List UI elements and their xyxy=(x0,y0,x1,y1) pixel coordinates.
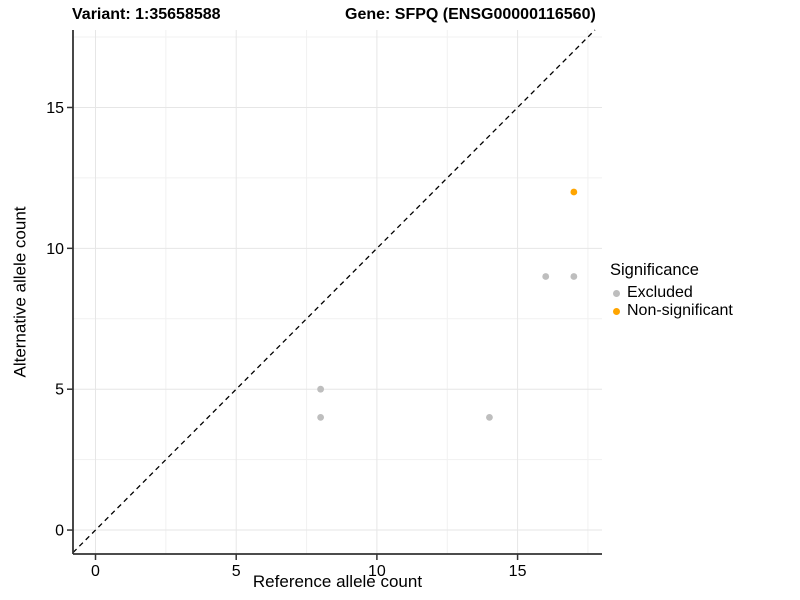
legend-item-excluded: Excluded xyxy=(610,284,733,302)
x-tick-label: 15 xyxy=(509,563,527,580)
x-tick-label: 5 xyxy=(232,563,241,580)
y-tick-label: 0 xyxy=(55,523,64,540)
data-point-excluded xyxy=(486,413,493,421)
y-axis-title: Alternative allele count xyxy=(11,206,31,378)
x-tick-label: 0 xyxy=(91,563,100,580)
plot-title-gene: Gene: SFPQ (ENSG00000116560) xyxy=(345,6,596,23)
x-axis-title: Reference allele count xyxy=(252,572,423,591)
legend-label-non-significant: Non-significant xyxy=(627,302,733,319)
data-point-non-significant xyxy=(570,188,578,196)
plot-title-variant: Variant: 1:35658588 xyxy=(72,6,221,23)
data-point-excluded xyxy=(570,273,578,280)
y-tick-label: 15 xyxy=(46,100,64,117)
legend-label-excluded: Excluded xyxy=(627,284,693,301)
legend: Significance Excluded Non-significant xyxy=(610,261,733,320)
x-tick-label: 10 xyxy=(368,563,386,580)
legend-item-non-significant: Non-significant xyxy=(610,302,733,320)
data-point-excluded xyxy=(542,273,550,280)
y-axis-title-wrap: Alternative allele count xyxy=(6,30,36,554)
legend-title: Significance xyxy=(610,261,699,279)
excluded-dot-icon xyxy=(613,289,620,297)
data-point-excluded xyxy=(317,385,325,393)
data-point-excluded xyxy=(317,413,325,421)
y-tick-label: 5 xyxy=(55,382,64,399)
y-tick-label: 10 xyxy=(46,241,64,258)
identity-line xyxy=(72,29,596,554)
non-significant-dot-icon xyxy=(613,307,620,315)
